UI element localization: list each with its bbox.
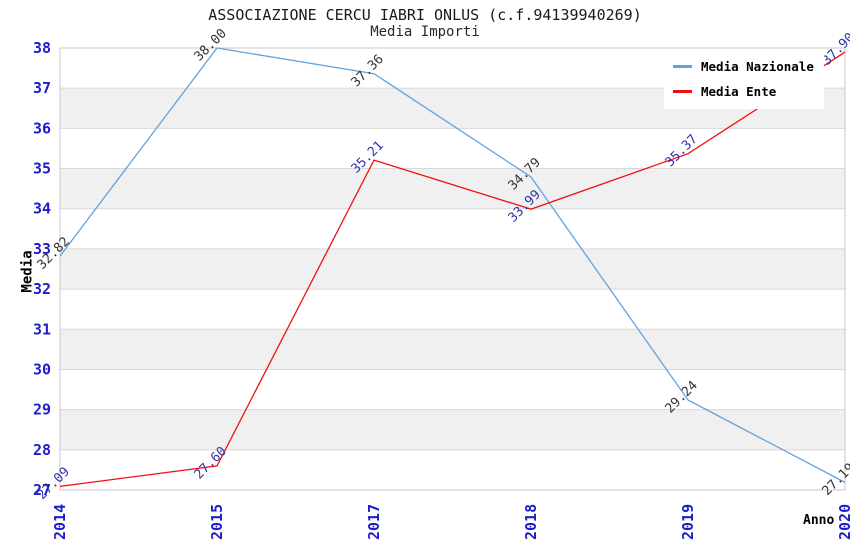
data-label: 27.19 <box>820 461 850 499</box>
y-tick-label: 31 <box>33 320 51 338</box>
red-line-swatch-icon <box>673 90 692 93</box>
x-axis-title: Anno <box>803 513 835 528</box>
series-line-media-nazionale <box>59 47 846 483</box>
legend-label: Media Ente <box>701 84 777 99</box>
legend: Media Nazionale Media Ente <box>664 49 824 109</box>
grid-band <box>60 248 845 290</box>
x-tick-label: 2019 <box>679 504 697 540</box>
chart-title: ASSOCIAZIONE CERCU IABRI ONLUS (c.f.9413… <box>208 6 642 24</box>
x-tick-label: 2015 <box>208 504 226 540</box>
chart-subtitle: Media Importi <box>370 24 480 40</box>
legend-label: Media Nazionale <box>701 59 814 74</box>
y-tick-label: 33 <box>33 240 51 258</box>
blue-line-swatch-icon <box>673 65 692 68</box>
grid-band <box>60 329 845 370</box>
y-axis-title: Media <box>19 250 36 293</box>
data-label: 38.00 <box>192 26 230 64</box>
y-tick-label: 36 <box>33 119 51 137</box>
grid-band <box>60 168 845 209</box>
x-tick-label: 2018 <box>522 504 540 540</box>
y-tick-label: 37 <box>33 79 51 97</box>
y-tick-label: 28 <box>33 441 51 459</box>
y-tick-label: 27 <box>33 481 51 499</box>
y-tick-label: 34 <box>33 200 51 218</box>
series-line-media-ente <box>59 51 846 488</box>
legend-item-media-nazionale: Media Nazionale <box>673 59 814 74</box>
y-tick-label: 32 <box>33 280 51 298</box>
y-tick-label: 29 <box>33 401 51 419</box>
data-label: 35.37 <box>663 132 701 170</box>
x-tick-label: 2014 <box>51 504 69 540</box>
y-tick-label: 30 <box>33 360 51 378</box>
y-tick-label: 35 <box>33 160 51 178</box>
x-tick-label: 2017 <box>365 504 383 540</box>
grid-band <box>60 409 845 450</box>
y-tick-label: 38 <box>33 39 51 57</box>
x-tick-label: 2020 <box>836 504 850 540</box>
plot-border <box>59 47 846 491</box>
legend-item-media-ente: Media Ente <box>673 84 814 99</box>
